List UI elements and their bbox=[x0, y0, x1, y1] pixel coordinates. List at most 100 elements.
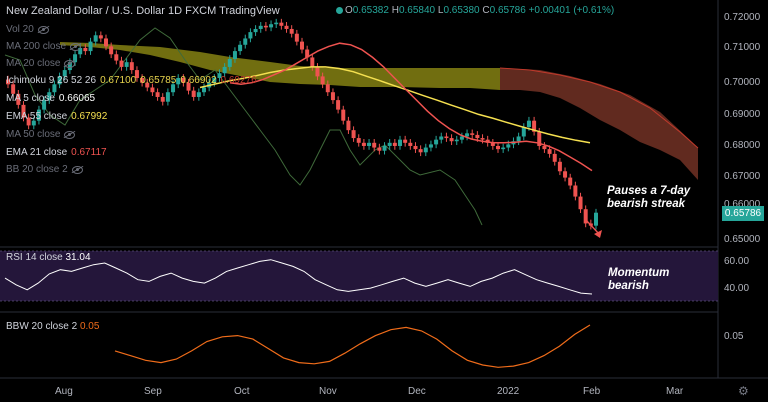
candle-body bbox=[341, 109, 346, 121]
candle-body bbox=[372, 142, 377, 148]
candle-body bbox=[11, 84, 16, 94]
candle-body bbox=[98, 35, 103, 39]
candle-body bbox=[361, 142, 366, 146]
candle-body bbox=[532, 120, 537, 132]
candle-body bbox=[315, 66, 320, 77]
candle-body bbox=[150, 87, 155, 93]
candle-body bbox=[222, 66, 227, 74]
candle-body bbox=[367, 142, 372, 146]
candle-body bbox=[320, 76, 325, 85]
ichimoku-lagging-line bbox=[4, 27, 483, 226]
bearish-arrow bbox=[585, 219, 602, 238]
candle-body bbox=[506, 144, 511, 148]
hidden-eye-icon[interactable] bbox=[71, 165, 83, 174]
candle-body bbox=[21, 104, 26, 118]
candle-body bbox=[202, 87, 206, 93]
candle-body bbox=[300, 41, 304, 50]
candle-body bbox=[459, 136, 464, 140]
candle-body bbox=[258, 25, 263, 29]
candle-body bbox=[382, 145, 387, 151]
rsi-tick: 40.00 bbox=[724, 283, 750, 294]
bbw-legend[interactable]: BBW 20 close 2 0.05 bbox=[6, 321, 100, 332]
candle-body bbox=[294, 33, 299, 42]
candle-body bbox=[196, 92, 201, 97]
candle-body bbox=[181, 77, 186, 83]
candle-body bbox=[212, 77, 217, 83]
candle-body bbox=[165, 92, 170, 102]
ichimoku-cloud bbox=[60, 42, 699, 180]
candle-body bbox=[62, 70, 67, 77]
time-tick: Oct bbox=[234, 386, 250, 397]
rsi-annotation: Momentum bearish bbox=[608, 267, 670, 292]
candle-body bbox=[52, 84, 57, 93]
candle-body bbox=[134, 70, 139, 78]
candle-body bbox=[129, 62, 134, 71]
candle-body bbox=[171, 84, 176, 93]
candle-body bbox=[423, 147, 428, 153]
hidden-eye-icon[interactable] bbox=[64, 59, 76, 68]
candle-body bbox=[88, 41, 93, 52]
candle-body bbox=[496, 145, 500, 150]
rsi-band bbox=[0, 251, 718, 301]
candle-body bbox=[104, 38, 108, 47]
candle-body bbox=[263, 25, 268, 28]
candle-body bbox=[428, 144, 433, 148]
legend-ema55[interactable]: EMA 55 close 0.67992 bbox=[6, 111, 108, 122]
candle-body bbox=[191, 90, 196, 97]
legend-ma50[interactable]: MA 50 close bbox=[6, 129, 76, 140]
candle-body bbox=[274, 22, 279, 25]
legend-ma5[interactable]: MA 5 close 0.66065 bbox=[6, 93, 96, 104]
candle-body bbox=[552, 153, 557, 162]
time-tick: Sep bbox=[144, 386, 162, 397]
candle-body bbox=[568, 177, 573, 186]
legend-ichimoku[interactable]: Ichimoku 9 26 52 26 0.67100 0.65785 0.66… bbox=[6, 75, 257, 86]
candle-body bbox=[480, 138, 485, 140]
candle-body bbox=[392, 142, 397, 146]
candle-body bbox=[521, 127, 526, 137]
hidden-eye-icon[interactable] bbox=[37, 25, 49, 34]
candle-body bbox=[418, 149, 423, 153]
hidden-eye-icon[interactable] bbox=[70, 42, 82, 51]
legend-ma20[interactable]: MA 20 close bbox=[6, 58, 76, 69]
candle-body bbox=[42, 100, 47, 110]
candle-body bbox=[434, 139, 439, 145]
candle-body bbox=[160, 96, 165, 102]
candle-body bbox=[408, 142, 413, 146]
candle-body bbox=[109, 46, 114, 55]
hidden-eye-icon[interactable] bbox=[64, 130, 76, 139]
candle-body bbox=[387, 142, 392, 146]
candle-body bbox=[594, 212, 598, 226]
candle-body bbox=[336, 100, 341, 110]
candle-body bbox=[351, 130, 356, 139]
candle-body bbox=[563, 171, 568, 178]
settings-gear-icon[interactable]: ⚙ bbox=[738, 384, 749, 398]
rsi-line bbox=[4, 259, 593, 295]
chart-title: New Zealand Dollar / U.S. Dollar 1D FXCM… bbox=[6, 5, 280, 17]
legend-bb20[interactable]: BB 20 close 2 bbox=[6, 164, 83, 175]
candle-body bbox=[444, 136, 449, 139]
candle-body bbox=[439, 136, 444, 140]
candle-body bbox=[232, 51, 237, 60]
legend-ma200[interactable]: MA 200 close bbox=[6, 41, 82, 52]
price-tick: 0.70000 bbox=[724, 77, 761, 88]
candle-body bbox=[26, 117, 31, 126]
candle-body bbox=[83, 47, 88, 52]
price-tick: 0.67000 bbox=[724, 171, 761, 182]
legend-ema21[interactable]: EMA 21 close 0.67117 bbox=[6, 147, 107, 158]
price-tick: 0.71000 bbox=[724, 42, 761, 53]
candle-body bbox=[526, 120, 531, 127]
price-tick: 0.69000 bbox=[724, 109, 761, 120]
candle-body bbox=[16, 93, 21, 105]
price-annotation: Pauses a 7-day bearish streak bbox=[607, 185, 691, 210]
candle-body bbox=[57, 76, 62, 85]
candle-body bbox=[217, 73, 222, 78]
rsi-legend[interactable]: RSI 14 close 31.04 bbox=[6, 252, 91, 263]
candle-body bbox=[155, 92, 160, 97]
candle-body bbox=[454, 139, 459, 142]
ema21-line bbox=[229, 42, 593, 172]
legend-vol[interactable]: Vol 20 bbox=[6, 24, 49, 35]
candle-body bbox=[398, 139, 402, 146]
candle-body bbox=[346, 120, 351, 131]
candle-body bbox=[124, 62, 129, 67]
